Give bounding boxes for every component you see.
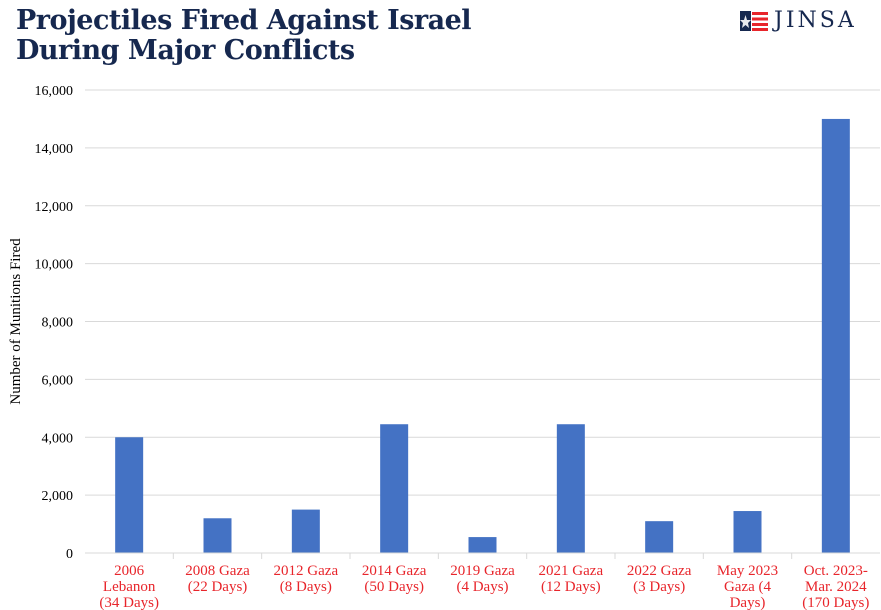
grid-lines [85, 89, 880, 496]
y-tick-label: 0 [66, 547, 73, 562]
logo-text: JINSA [774, 8, 857, 33]
x-category-label: 2021 Gaza (12 Days) [539, 563, 604, 595]
bar [203, 518, 232, 553]
flag-star-icon [740, 10, 768, 31]
x-category-label: 2019 Gaza (4 Days) [450, 563, 515, 595]
y-tick-label: 10,000 [35, 258, 74, 273]
y-tick-label: 14,000 [35, 142, 74, 157]
jinsa-logo: JINSA [740, 8, 857, 33]
y-axis-label: Number of Munitions Fired [8, 238, 24, 405]
bar [556, 424, 585, 553]
bar [380, 424, 409, 553]
y-tick-label: 8,000 [42, 316, 74, 331]
bar [468, 537, 497, 553]
x-axis-labels: 2006 Lebanon (34 Days) 2008 Gaza (22 Days) 20… [99, 553, 869, 610]
bar [291, 509, 320, 553]
x-category-label: Oct. 2023-Mar. 2024 (170 Days) [802, 563, 869, 610]
x-category-label: 2012 Gaza (8 Days) [274, 563, 339, 595]
x-category-label: 2008 Gaza (22 Days) [185, 563, 250, 595]
bar [645, 521, 674, 553]
x-category-label: 2022 Gaza (3 Days) [627, 563, 692, 595]
y-tick-label: 4,000 [42, 431, 74, 446]
bar [115, 437, 144, 553]
bar [821, 118, 850, 553]
y-tick-label: 2,000 [42, 489, 74, 504]
title-line-2: During Major Conflicts [16, 35, 355, 66]
x-category-label: 2006 Lebanon (34 Days) [99, 563, 159, 610]
chart-title: Projectiles Fired Against Israel During … [16, 6, 576, 66]
bars [115, 118, 850, 553]
x-category-label: May 2023 Gaza (4 Days) [717, 563, 778, 610]
title-line-1: Projectiles Fired Against Israel [16, 5, 472, 36]
y-axis-ticks: 0 2,000 4,000 6,000 8,000 10,000 12,000 14,000 1… [35, 84, 74, 562]
y-tick-label: 12,000 [35, 200, 74, 215]
y-tick-label: 16,000 [35, 84, 74, 99]
y-tick-label: 6,000 [42, 373, 74, 388]
x-category-label: 2014 Gaza (50 Days) [362, 563, 427, 595]
bar [733, 511, 762, 553]
